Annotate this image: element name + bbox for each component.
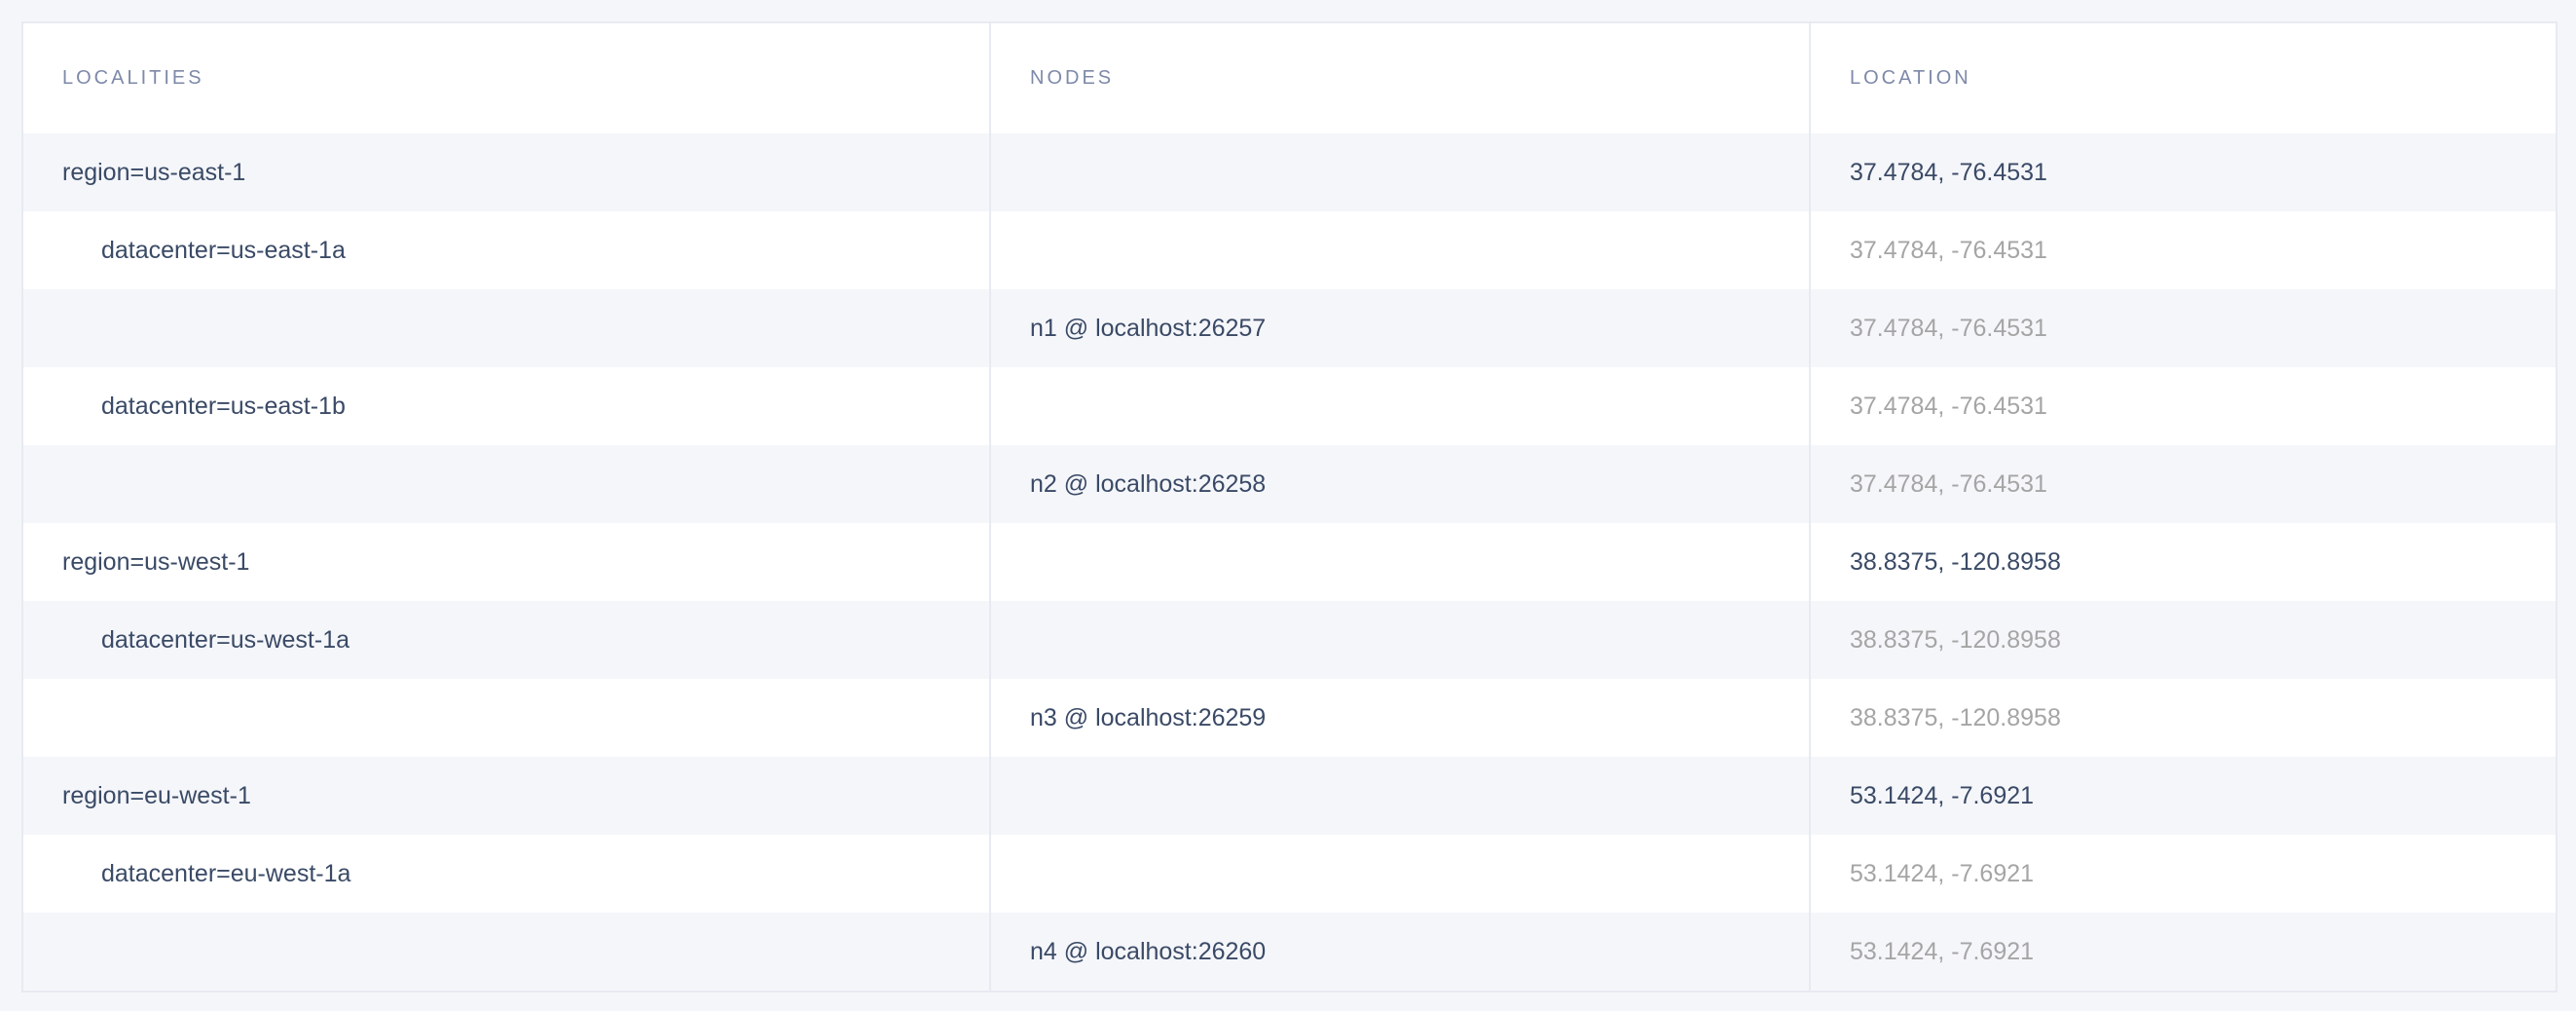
location-cell: 38.8375, -120.8958 bbox=[1850, 703, 2061, 731]
table-row: datacenter=us-east-1b 37.4784, -76.4531 bbox=[23, 367, 2556, 445]
locality-cell: region=us-east-1 bbox=[23, 133, 991, 211]
header-location: LOCATION bbox=[1850, 67, 1971, 89]
header-localities: LOCALITIES bbox=[23, 23, 991, 133]
location-cell: 37.4784, -76.4531 bbox=[1850, 469, 2047, 498]
table-row: region=eu-west-1 53.1424, -7.6921 bbox=[23, 757, 2556, 835]
locality-cell bbox=[23, 289, 991, 367]
locality-cell bbox=[23, 679, 991, 757]
localities-table: LOCALITIES NODES LOCATION region=us-east… bbox=[21, 21, 2558, 992]
location-cell: 53.1424, -7.6921 bbox=[1850, 859, 2035, 887]
node-cell bbox=[991, 835, 1811, 913]
table-row: n2 @ localhost:26258 37.4784, -76.4531 bbox=[23, 445, 2556, 523]
locality-cell: region=eu-west-1 bbox=[23, 757, 991, 835]
table-row: region=us-west-1 38.8375, -120.8958 bbox=[23, 523, 2556, 601]
locality-cell bbox=[23, 445, 991, 523]
table-row: region=us-east-1 37.4784, -76.4531 bbox=[23, 133, 2556, 211]
table-row: datacenter=us-west-1a 38.8375, -120.8958 bbox=[23, 601, 2556, 679]
locality-cell: datacenter=us-west-1a bbox=[23, 601, 991, 679]
location-cell: 37.4784, -76.4531 bbox=[1850, 236, 2047, 264]
locality-cell bbox=[23, 913, 991, 991]
location-cell: 53.1424, -7.6921 bbox=[1850, 781, 2035, 809]
locality-cell: datacenter=us-east-1a bbox=[23, 211, 991, 289]
locality-cell: datacenter=eu-west-1a bbox=[23, 835, 991, 913]
node-cell: n2 @ localhost:26258 bbox=[991, 445, 1811, 523]
location-cell: 38.8375, -120.8958 bbox=[1850, 625, 2061, 654]
header-nodes: NODES bbox=[991, 23, 1811, 133]
location-cell: 37.4784, -76.4531 bbox=[1850, 314, 2047, 342]
node-cell: n3 @ localhost:26259 bbox=[991, 679, 1811, 757]
table-row: datacenter=us-east-1a 37.4784, -76.4531 bbox=[23, 211, 2556, 289]
table-row: datacenter=eu-west-1a 53.1424, -7.6921 bbox=[23, 835, 2556, 913]
node-cell bbox=[991, 133, 1811, 211]
node-cell bbox=[991, 523, 1811, 601]
node-cell bbox=[991, 211, 1811, 289]
location-cell: 38.8375, -120.8958 bbox=[1850, 547, 2061, 576]
locality-cell: region=us-west-1 bbox=[23, 523, 991, 601]
locality-cell: datacenter=us-east-1b bbox=[23, 367, 991, 445]
node-cell bbox=[991, 367, 1811, 445]
location-cell: 37.4784, -76.4531 bbox=[1850, 392, 2047, 420]
node-cell bbox=[991, 601, 1811, 679]
location-cell: 53.1424, -7.6921 bbox=[1850, 937, 2035, 965]
table-row: n1 @ localhost:26257 37.4784, -76.4531 bbox=[23, 289, 2556, 367]
node-cell bbox=[991, 757, 1811, 835]
table-row: n4 @ localhost:26260 53.1424, -7.6921 bbox=[23, 913, 2556, 991]
table-body: region=us-east-1 37.4784, -76.4531 datacen… bbox=[23, 133, 2556, 991]
node-cell: n4 @ localhost:26260 bbox=[991, 913, 1811, 991]
node-cell: n1 @ localhost:26257 bbox=[991, 289, 1811, 367]
location-cell: 37.4784, -76.4531 bbox=[1850, 158, 2047, 186]
table-header: LOCALITIES NODES LOCATION bbox=[23, 23, 2556, 133]
table-row: n3 @ localhost:26259 38.8375, -120.8958 bbox=[23, 679, 2556, 757]
